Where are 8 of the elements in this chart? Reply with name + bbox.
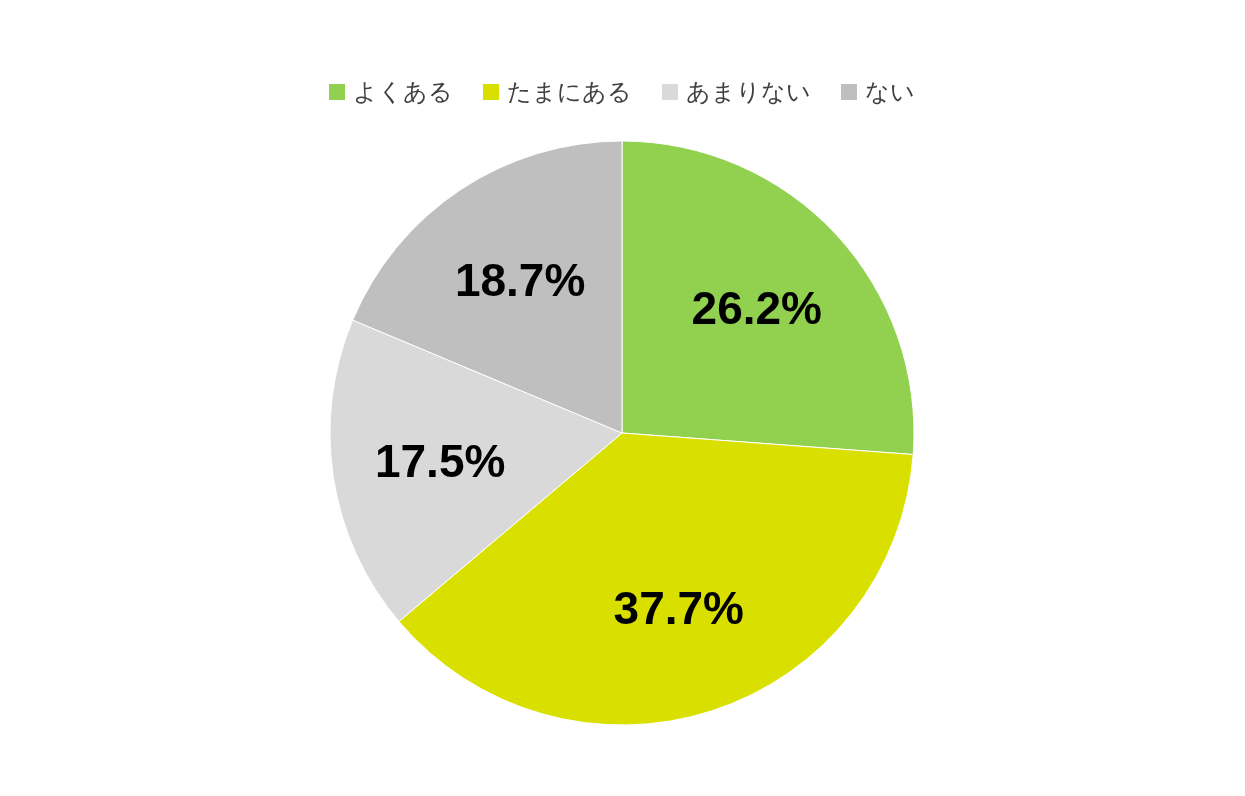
data-label: 17.5% (374, 434, 506, 487)
data-label: 26.2% (691, 281, 823, 334)
legend-label: ない (865, 78, 915, 106)
data-label: 18.7% (454, 253, 586, 306)
data-label: 37.7% (613, 581, 745, 634)
legend-label: たまにある (507, 78, 632, 106)
legend-label: よくある (353, 78, 453, 106)
legend-label: あまりない (686, 78, 811, 106)
